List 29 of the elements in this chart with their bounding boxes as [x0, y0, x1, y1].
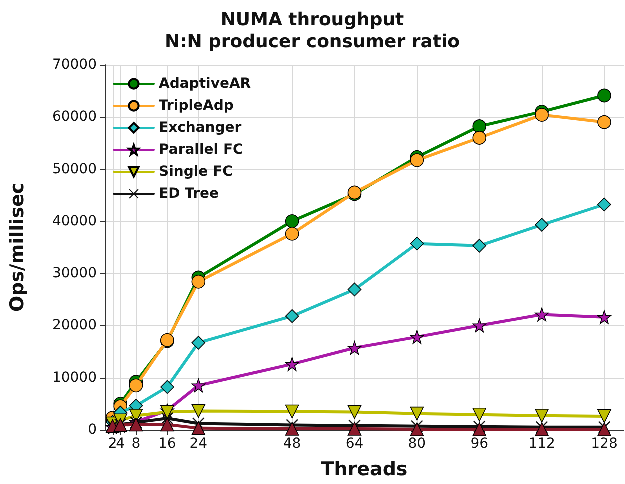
x-tick-label: 4 [116, 436, 126, 452]
y-tick-label: 70000 [52, 57, 97, 73]
x-axis-title: Threads [321, 458, 408, 480]
x-tick-label: 2 [108, 436, 118, 452]
legend-label: Single FC [159, 164, 233, 180]
x-tick-label: 128 [591, 436, 618, 452]
x-tick-label: 48 [283, 436, 302, 452]
y-tick-label: 30000 [52, 266, 97, 282]
y-axis-title: Ops/millisec [6, 182, 28, 312]
x-tick-label: 112 [528, 436, 556, 452]
y-tick-label: 0 [88, 422, 97, 438]
x-tick-label: 80 [408, 436, 426, 452]
y-tick-label: 40000 [52, 213, 97, 230]
chart-title: NUMA throughput [220, 10, 405, 30]
x-tick-label: 16 [158, 436, 176, 452]
chart-subtitle: N:N producer consumer ratio [164, 32, 460, 52]
y-tick-label: 50000 [52, 161, 97, 178]
legend-label: Exchanger [159, 120, 242, 136]
legend-label: ED Tree [159, 186, 219, 202]
legend-label: TripleAdp [159, 98, 234, 114]
legend-label: Parallel FC [159, 142, 244, 158]
y-tick-label: 10000 [52, 370, 97, 386]
y-tick-label: 20000 [52, 318, 97, 334]
x-tick-label: 24 [190, 436, 208, 452]
y-tick-label: 60000 [52, 109, 97, 126]
x-tick-label: 64 [346, 436, 364, 452]
x-tick-label: 8 [132, 436, 141, 452]
x-tick-label: 96 [470, 436, 489, 452]
legend-label: AdaptiveAR [159, 76, 252, 92]
